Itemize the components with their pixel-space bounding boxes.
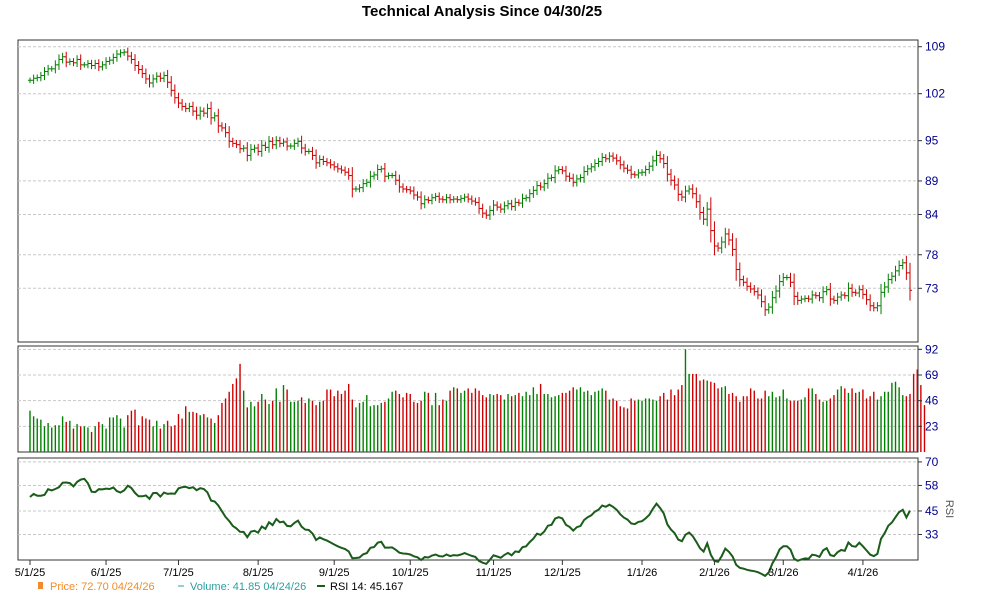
rsi-axis-label: RSI — [943, 500, 955, 518]
volume-y-axis: 23 46 69 92 — [918, 342, 939, 433]
price-y-tick-label: 95 — [925, 134, 939, 148]
ohlc-bar — [908, 262, 912, 301]
rsi-panel-frame — [17, 457, 919, 561]
price-y-axis: 73 78 84 89 95 102 109 — [918, 40, 945, 295]
chart-title: Technical Analysis Since 04/30/25 — [362, 3, 602, 20]
rsi-y-tick-label: 70 — [925, 455, 939, 469]
x-tick-label: 11/1/25 — [476, 567, 512, 579]
rsi-y-axis: 33 45 58 70 — [918, 455, 939, 542]
price-panel-frame — [17, 39, 919, 343]
volume-bars — [29, 349, 926, 452]
x-tick-label: 3/1/26 — [768, 567, 799, 579]
x-tick-label: 6/1/25 — [91, 567, 122, 579]
rsi-y-tick-label: 58 — [925, 478, 939, 492]
volume-y-tick-label: 23 — [925, 419, 939, 433]
volume-y-tick-label: 69 — [925, 368, 939, 382]
price-bars — [28, 47, 912, 316]
rsi-y-tick-label: 33 — [925, 528, 939, 542]
volume-legend-text: Volume: 41.85 04/24/26 — [190, 581, 306, 593]
price-panel: 73 78 84 89 95 102 109 — [17, 39, 945, 343]
x-tick-label: 2/1/26 — [699, 567, 730, 579]
price-y-tick-label: 78 — [925, 248, 939, 262]
rsi-grid — [18, 461, 918, 535]
price-y-tick-label: 84 — [925, 207, 939, 221]
x-tick-label: 1/1/26 — [627, 567, 658, 579]
volume-y-tick-label: 46 — [925, 394, 939, 408]
x-tick-label: 9/1/25 — [319, 567, 350, 579]
price-grid — [18, 46, 918, 289]
volume-panel: 23 46 69 92 — [17, 342, 939, 453]
price-y-tick-label: 73 — [925, 281, 939, 295]
x-tick-label: 7/1/25 — [163, 567, 194, 579]
volume-y-tick-label: 92 — [925, 342, 939, 356]
x-tick-label: 8/1/25 — [243, 567, 274, 579]
rsi-y-tick-label: 45 — [925, 504, 939, 518]
x-tick-label: 5/1/25 — [15, 567, 46, 579]
rsi-panel: 33 45 58 70 RSI — [17, 455, 955, 578]
price-legend-text: Price: 72.70 04/24/26 — [50, 581, 155, 593]
rsi-legend-text: RSI 14: 45.167 — [330, 581, 403, 593]
rsi-line — [29, 477, 911, 578]
x-tick-label: 12/1/25 — [544, 567, 581, 579]
x-tick-label: 10/1/25 — [392, 567, 429, 579]
price-y-tick-label: 109 — [925, 40, 945, 54]
price-legend-swatch — [38, 582, 43, 589]
price-y-tick-label: 102 — [925, 87, 945, 101]
legend: Price: 72.70 04/24/26 Volume: 41.85 04/2… — [38, 581, 403, 593]
x-axis: 5/1/25 6/1/25 7/1/25 8/1/25 9/1/25 10/1/25 11/… — [15, 560, 879, 579]
x-tick-label: 4/1/26 — [848, 567, 879, 579]
price-y-tick-label: 89 — [925, 174, 939, 188]
